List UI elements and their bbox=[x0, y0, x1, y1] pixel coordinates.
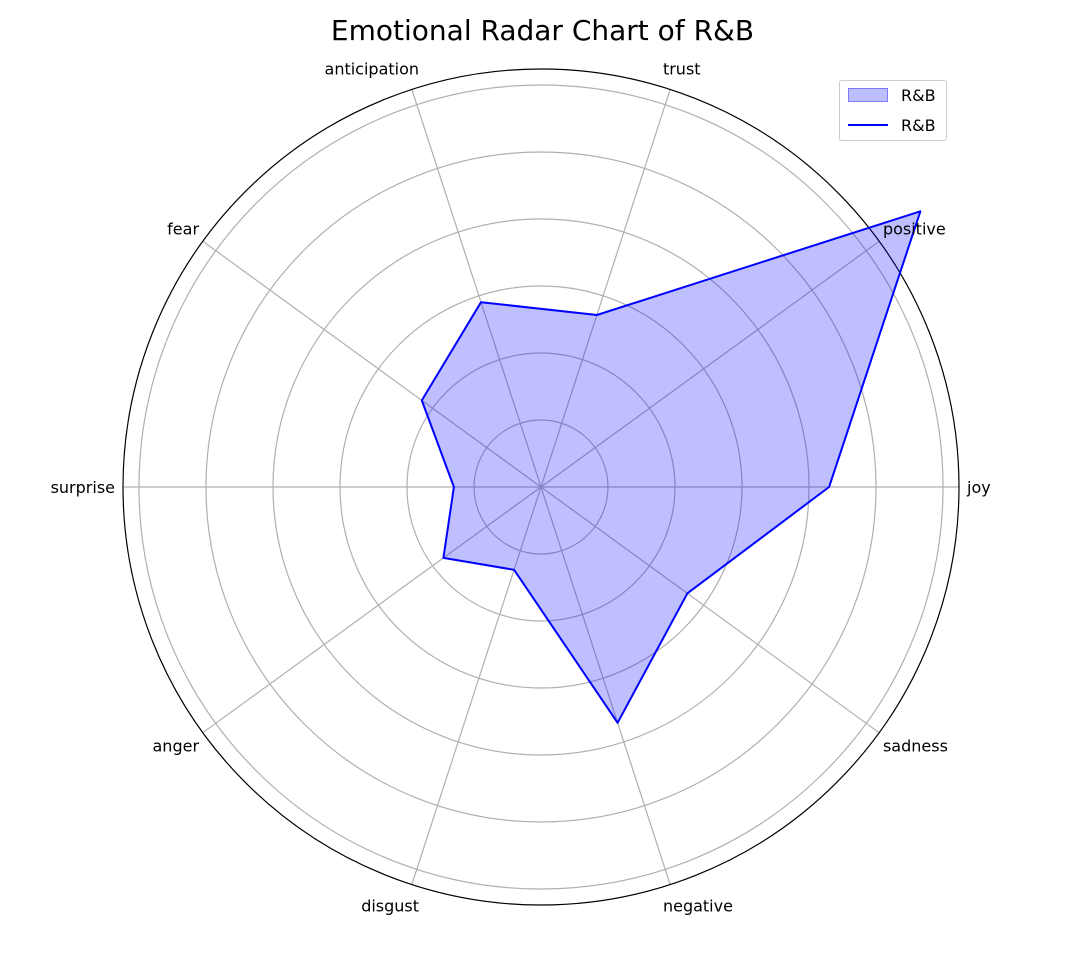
axis-label-positive: positive bbox=[883, 219, 946, 238]
axis-label-anger: anger bbox=[153, 737, 200, 756]
grid-spokes bbox=[123, 89, 959, 885]
grid-spoke bbox=[540, 240, 880, 488]
series-layer bbox=[420, 210, 922, 724]
chart-title: Emotional Radar Chart of R&B bbox=[330, 14, 755, 47]
grid-spoke bbox=[411, 89, 542, 488]
axis-label-negative: negative bbox=[663, 896, 733, 915]
polar-frame bbox=[122, 68, 960, 906]
legend-label: R&B bbox=[901, 115, 936, 135]
axis-label-fear: fear bbox=[167, 219, 199, 238]
axis-labels: joy positive trust anticipation fear surprise… bbox=[51, 60, 991, 916]
legend-label: R&B bbox=[901, 85, 936, 105]
axis-label-anticipation: anticipation bbox=[325, 60, 420, 79]
legend-entry-fill: R&B bbox=[848, 85, 936, 105]
legend-swatch-fill bbox=[848, 88, 888, 102]
axis-label-trust: trust bbox=[663, 60, 701, 79]
legend-swatch-line bbox=[848, 124, 888, 126]
series-fill-area bbox=[421, 211, 921, 723]
axis-label-disgust: disgust bbox=[361, 896, 419, 915]
grid-spoke bbox=[540, 486, 671, 885]
axis-label-joy: joy bbox=[966, 478, 991, 497]
legend: R&B R&B bbox=[839, 80, 947, 141]
axis-label-surprise: surprise bbox=[51, 478, 115, 497]
grid-spoke bbox=[411, 486, 542, 885]
grid-spoke bbox=[540, 486, 880, 734]
grid-spoke bbox=[540, 89, 671, 488]
legend-entry-line: R&B bbox=[848, 115, 936, 135]
grid-spoke bbox=[202, 240, 542, 488]
grid-spoke bbox=[202, 486, 542, 734]
axis-label-sadness: sadness bbox=[883, 737, 948, 756]
